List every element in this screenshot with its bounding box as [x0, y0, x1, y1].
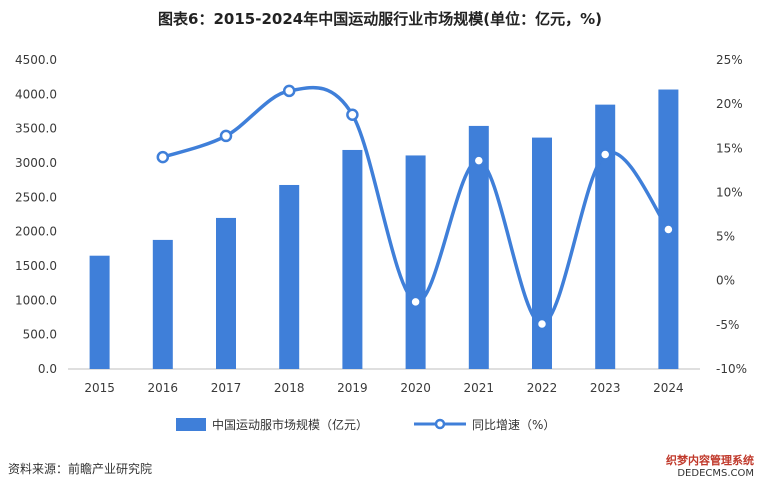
left-tick-label: 2000.0 [15, 225, 57, 239]
growth-line [162, 85, 670, 326]
left-tick-label: 1000.0 [15, 293, 57, 307]
right-tick-label: 0% [716, 274, 735, 288]
left-tick-label: 1500.0 [15, 259, 57, 273]
growth-point [219, 129, 233, 143]
right-tick-label: 25% [716, 53, 743, 67]
bar [216, 217, 236, 369]
growth-point [156, 150, 170, 164]
growth-point [346, 108, 359, 121]
x-tick-label: 2020 [400, 381, 431, 395]
growth-point [472, 154, 486, 167]
bar [342, 149, 363, 369]
x-tick-label: 2022 [527, 381, 558, 395]
x-tick-label: 2024 [653, 381, 684, 395]
watermark-line1: 织梦内容管理系统 [666, 454, 754, 467]
x-tick-label: 2016 [148, 381, 179, 395]
left-tick-label: 0.0 [38, 362, 57, 376]
right-tick-label: 5% [716, 230, 735, 244]
left-tick-label: 500.0 [23, 328, 57, 342]
right-tick-label: 15% [716, 141, 743, 155]
right-tick-label: 10% [716, 185, 743, 199]
legend: 中国运动服市场规模（亿元） 同比增速（%） [176, 417, 555, 432]
right-tick-label: -10% [716, 362, 747, 376]
source-note: 资料来源：前瞻产业研究院 [8, 462, 153, 476]
bar [595, 104, 616, 369]
legend-line-dot [434, 418, 446, 430]
x-tick-label: 2021 [464, 381, 495, 395]
x-tick-label: 2023 [590, 381, 621, 395]
chart-title: 图表6：2015-2024年中国运动服行业市场规模(单位：亿元，%) [158, 10, 602, 28]
x-tick-label: 2015 [84, 381, 115, 395]
growth-point [662, 223, 675, 236]
legend-bar-label: 中国运动服市场规模（亿元） [212, 417, 368, 432]
bar [468, 125, 489, 369]
x-tick-label: 2019 [337, 381, 368, 395]
growth-point [535, 317, 549, 331]
bar-series [89, 89, 679, 369]
left-tick-label: 3500.0 [15, 122, 57, 136]
x-axis: 2015 2016 2017 2018 2019 2020 2021 2022 2023 2024 [84, 381, 683, 395]
x-tick-label: 2018 [274, 381, 305, 395]
watermark: 织梦内容管理系统 DEDECMS.COM [666, 454, 754, 480]
right-tick-label: 20% [716, 97, 743, 111]
left-tick-label: 4000.0 [15, 87, 57, 101]
right-tick-label: -5% [716, 318, 739, 332]
legend-bar-swatch [176, 418, 206, 431]
bar [89, 255, 110, 369]
growth-points [156, 84, 675, 331]
bar [152, 239, 173, 369]
legend-line-label: 同比增速（%） [472, 418, 555, 432]
growth-point [598, 148, 612, 161]
x-tick-label: 2017 [211, 381, 242, 395]
growth-point [282, 84, 296, 98]
bar [532, 137, 552, 369]
bar [405, 155, 426, 369]
right-axis: -10% -5% 0% 5% 10% 15% 20% 25% [716, 53, 747, 376]
left-axis: 0.0 500.0 1000.0 1500.0 2000.0 2500.0 3000.0 35… [15, 53, 57, 376]
left-tick-label: 3000.0 [15, 156, 57, 170]
left-tick-label: 4500.0 [15, 53, 57, 67]
growth-point [409, 295, 422, 309]
bar [279, 184, 300, 369]
left-tick-label: 2500.0 [15, 190, 57, 204]
watermark-line2: DEDECMS.COM [677, 468, 754, 479]
